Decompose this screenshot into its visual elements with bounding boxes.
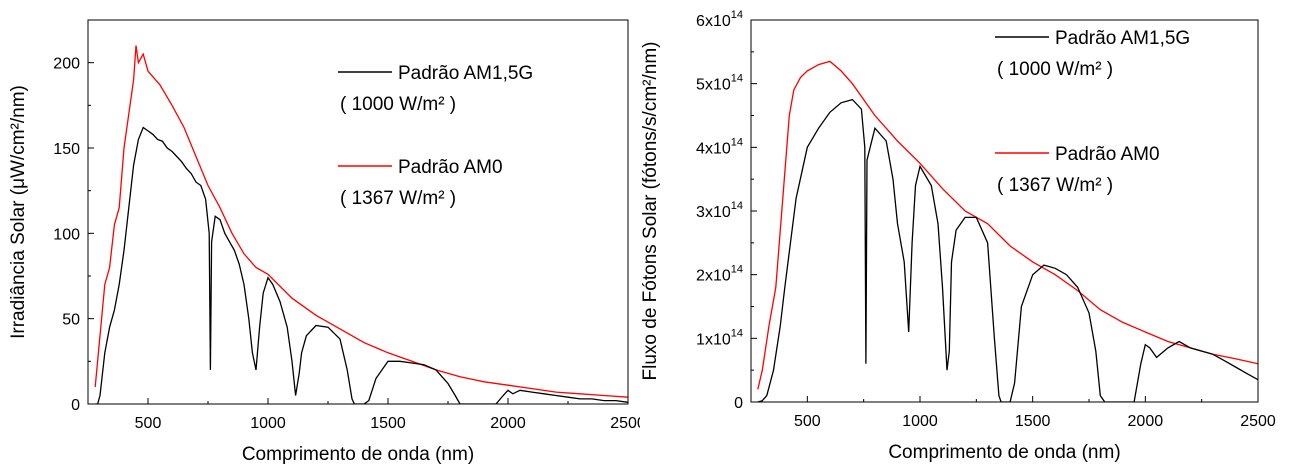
x-tick-label: 500 bbox=[135, 415, 162, 432]
y-tick-exponent: 14 bbox=[731, 136, 743, 148]
y-tick-label: 0 bbox=[71, 397, 80, 414]
legend-label: Padrão AM1,5G bbox=[398, 63, 533, 84]
photon-flux-chart-svg: 500 1000 1500 2000 2500 0 1x1014 2x1014 3x1014 4x… bbox=[640, 9, 1276, 463]
x-tick-label: 1500 bbox=[370, 415, 406, 432]
x-tick-label: 1000 bbox=[250, 415, 286, 432]
chart-irradiance: 500 1000 1500 2000 2500 0 50 100 150 200 Comprimen… bbox=[0, 0, 640, 467]
y-tick-label: 6x1014 bbox=[696, 9, 743, 30]
x-tick-label: 2500 bbox=[1240, 413, 1276, 430]
y-tick-label: 100 bbox=[53, 226, 80, 243]
y-tick-exponent: 14 bbox=[731, 9, 743, 21]
x-tick-label: 500 bbox=[794, 413, 821, 430]
series-line-am15g bbox=[95, 126, 628, 404]
x-tick-label: 1000 bbox=[902, 413, 938, 430]
legend-label: Padrão AM1,5G bbox=[1055, 28, 1190, 49]
series-group bbox=[757, 60, 1258, 402]
legend-note: ( 1367 W/m² ) bbox=[340, 188, 456, 209]
legend-note: ( 1000 W/m² ) bbox=[997, 59, 1113, 80]
y-tick-label: 150 bbox=[53, 141, 80, 158]
legend-note: ( 1000 W/m² ) bbox=[340, 94, 456, 115]
plot-frame bbox=[87, 19, 629, 405]
y-tick-exponent: 14 bbox=[731, 264, 743, 276]
y-tick-exponent: 14 bbox=[731, 200, 743, 212]
y-tick-label: 4x1014 bbox=[696, 136, 743, 157]
series-line-am0 bbox=[94, 45, 628, 398]
series-line-am0 bbox=[757, 60, 1258, 390]
y-tick-label: 0 bbox=[734, 395, 743, 412]
x-axis-title: Comprimento de onda (nm) bbox=[242, 444, 474, 465]
y-tick-label: 3x1014 bbox=[696, 200, 743, 221]
y-tick-exponent: 14 bbox=[731, 73, 743, 85]
x-tick-label: 2500 bbox=[610, 415, 640, 432]
y-tick-label: 1x1014 bbox=[696, 327, 743, 348]
chart-photon-flux: 500 1000 1500 2000 2500 0 1x1014 2x1014 3x1014 4x… bbox=[640, 0, 1290, 467]
y-tick-label: 2x1014 bbox=[696, 264, 743, 285]
legend-label: Padrão AM0 bbox=[398, 157, 503, 178]
x-tick-label: 1500 bbox=[1015, 413, 1051, 430]
x-axis-title: Comprimento de onda (nm) bbox=[888, 442, 1120, 463]
series-group bbox=[94, 45, 628, 404]
y-axis-title: Irradiância Solar (μW/cm²/nm) bbox=[8, 85, 29, 339]
legend-label: Padrão AM0 bbox=[1055, 144, 1160, 165]
y-tick-label: 5x1014 bbox=[696, 73, 743, 94]
y-tick-exponent: 14 bbox=[731, 327, 743, 339]
irradiance-chart-svg: 500 1000 1500 2000 2500 0 50 100 150 200 Comprimen… bbox=[8, 19, 640, 465]
x-tick-label: 2000 bbox=[1128, 413, 1164, 430]
y-axis-title: Fluxo de Fótons Solar (fótons/s/cm²/nm) bbox=[640, 42, 661, 381]
x-tick-label: 2000 bbox=[490, 415, 526, 432]
series-line-am15g bbox=[757, 98, 1258, 402]
y-tick-label: 200 bbox=[53, 56, 80, 73]
y-tick-label: 50 bbox=[62, 312, 80, 329]
legend-note: ( 1367 W/m² ) bbox=[997, 175, 1113, 196]
